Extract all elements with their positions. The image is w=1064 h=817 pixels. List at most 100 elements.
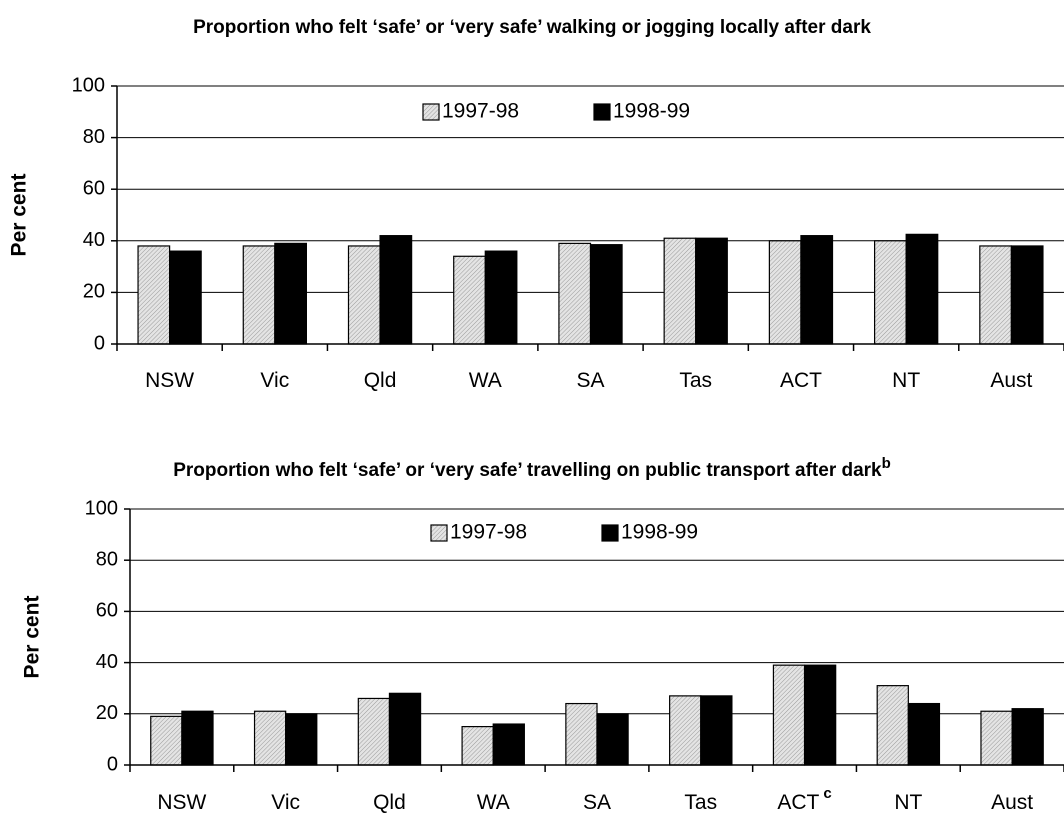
- bar: [907, 702, 941, 766]
- bar: [253, 710, 287, 766]
- y-tick-label: 60: [83, 177, 105, 199]
- bar: [388, 692, 422, 766]
- bar: [1011, 708, 1044, 766]
- bar: [357, 697, 391, 766]
- bar: [242, 245, 276, 345]
- bar: [150, 715, 183, 766]
- category-name: SA: [583, 791, 611, 814]
- y-axis-label: Per cent: [8, 174, 31, 257]
- x-tick-label: Aust: [991, 791, 1033, 814]
- category-name: NSW: [157, 791, 206, 814]
- y-tick-label: 80: [96, 548, 118, 570]
- bar: [772, 664, 806, 766]
- chart: Proportion who felt ‘safe’ or ‘very safe…: [8, 17, 1064, 392]
- category-name: Aust: [991, 791, 1033, 814]
- bar: [347, 245, 381, 345]
- category-name: ACT: [777, 791, 819, 814]
- y-tick-label: 100: [72, 74, 105, 96]
- x-tick-label: WA: [477, 791, 510, 814]
- y-tick-label: 40: [83, 229, 105, 251]
- legend-label: 1998-99: [621, 521, 698, 544]
- bar: [137, 245, 171, 345]
- x-tick-label: Tas: [684, 791, 717, 814]
- chart-title: Proportion who felt ‘safe’ or ‘very safe…: [173, 455, 891, 481]
- bar: [484, 250, 518, 345]
- category-name: SA: [576, 369, 604, 392]
- legend-swatch: [593, 103, 611, 121]
- bar: [873, 240, 907, 345]
- category-name: Tas: [679, 369, 712, 392]
- title-text: Proportion who felt ‘safe’ or ‘very safe…: [193, 17, 871, 38]
- legend-label: 1997-98: [442, 100, 519, 123]
- y-tick-label: 0: [107, 753, 118, 775]
- category-note: c: [823, 785, 831, 802]
- category-name: Qld: [364, 369, 397, 392]
- bar: [876, 685, 909, 766]
- y-tick-label: 100: [85, 497, 118, 519]
- x-tick-label: NT: [894, 791, 922, 814]
- x-tick-label: Qld: [373, 791, 406, 814]
- category-name: ACT: [780, 369, 822, 392]
- x-tick-label: WA: [469, 369, 502, 392]
- y-tick-label: 20: [83, 281, 105, 303]
- bar: [169, 250, 202, 345]
- category-name: Aust: [990, 369, 1032, 392]
- bar: [285, 713, 318, 766]
- x-tick-label: SA: [583, 791, 611, 814]
- bar: [565, 702, 598, 766]
- y-axis-label: Per cent: [21, 596, 44, 679]
- bar: [453, 255, 486, 345]
- legend-swatch: [601, 524, 619, 542]
- bar: [596, 713, 629, 766]
- bar: [700, 695, 733, 766]
- bar: [492, 723, 525, 766]
- legend-label: 1997-98: [450, 521, 527, 544]
- category-name: WA: [469, 369, 502, 392]
- bar: [695, 237, 728, 345]
- bar: [768, 240, 802, 345]
- x-tick-label: Tas: [679, 369, 712, 392]
- x-tick-label: ACT c: [777, 785, 831, 814]
- category-name: NSW: [145, 369, 194, 392]
- bar: [979, 245, 1012, 345]
- bar: [379, 235, 413, 345]
- title-text: Proportion who felt ‘safe’ or ‘very safe…: [173, 460, 882, 481]
- y-tick-label: 20: [96, 702, 118, 724]
- bar: [274, 242, 308, 345]
- y-tick-label: 80: [83, 126, 105, 148]
- x-tick-label: ACT: [780, 369, 822, 392]
- category-name: Qld: [373, 791, 406, 814]
- bar: [803, 664, 837, 766]
- category-name: Vic: [260, 369, 289, 392]
- bar: [461, 725, 494, 766]
- legend-label: 1998-99: [613, 100, 690, 123]
- title-note: b: [882, 455, 891, 472]
- y-tick-label: 0: [94, 332, 105, 354]
- x-tick-label: NSW: [157, 791, 206, 814]
- y-tick-label: 60: [96, 600, 118, 622]
- bar: [800, 235, 834, 345]
- category-name: NT: [894, 791, 922, 814]
- y-tick-label: 40: [96, 651, 118, 673]
- x-tick-label: SA: [576, 369, 604, 392]
- bar: [669, 695, 702, 766]
- x-tick-label: Qld: [364, 369, 397, 392]
- category-name: WA: [477, 791, 510, 814]
- category-name: Vic: [271, 791, 300, 814]
- category-name: Tas: [684, 791, 717, 814]
- bar: [980, 710, 1013, 766]
- bar: [181, 710, 214, 766]
- bar: [1010, 245, 1044, 345]
- x-tick-label: Aust: [990, 369, 1032, 392]
- chart: Proportion who felt ‘safe’ or ‘very safe…: [21, 455, 1064, 814]
- chart-title: Proportion who felt ‘safe’ or ‘very safe…: [193, 17, 871, 38]
- x-tick-label: NSW: [145, 369, 194, 392]
- x-tick-label: NT: [892, 369, 920, 392]
- bar: [905, 233, 939, 345]
- bar: [558, 242, 592, 345]
- legend-swatch: [430, 524, 448, 542]
- x-tick-label: Vic: [271, 791, 300, 814]
- x-tick-label: Vic: [260, 369, 289, 392]
- legend-swatch: [422, 103, 440, 121]
